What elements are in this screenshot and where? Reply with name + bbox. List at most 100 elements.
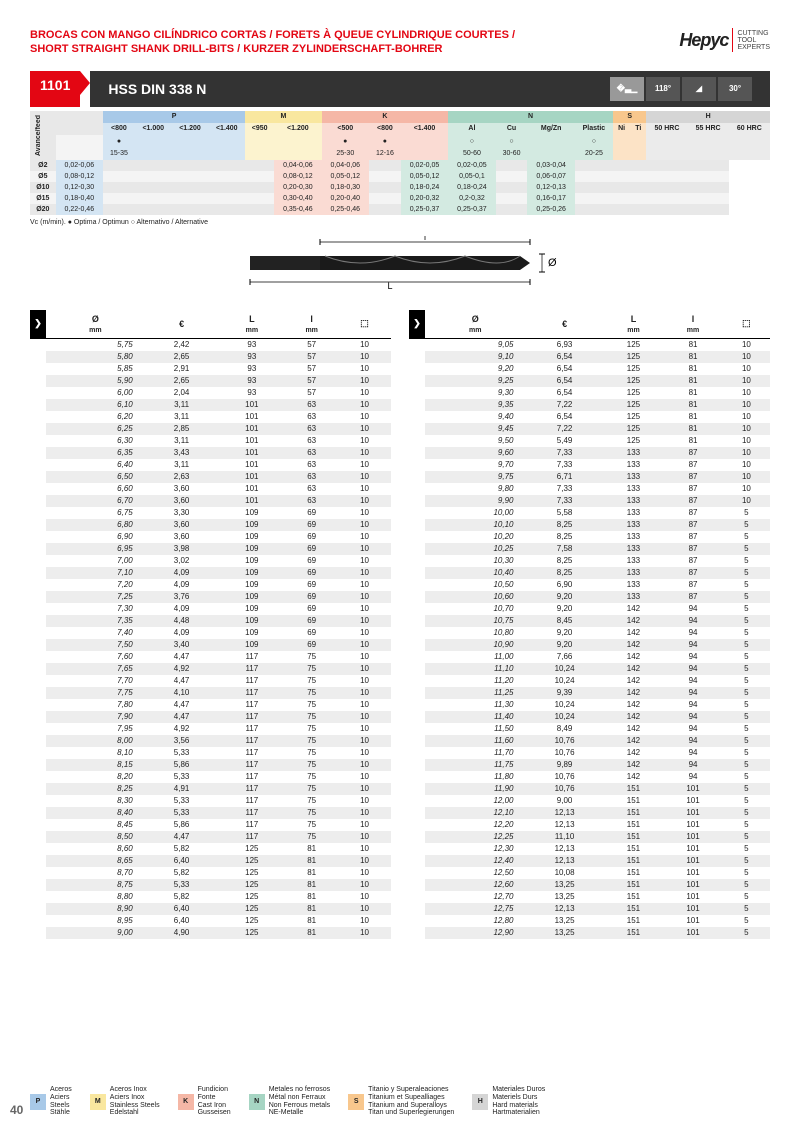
table-row: 7,104,091096910 xyxy=(30,567,391,579)
sub-col: <1.200 xyxy=(172,123,209,135)
table-row: 8,405,331177510 xyxy=(30,807,391,819)
legend-item: STitanio y Superaleaciones Titanium et S… xyxy=(348,1086,454,1117)
table-row: 9,306,541258110 xyxy=(409,387,770,399)
table-row: 7,804,471177510 xyxy=(30,699,391,711)
table-row: 9,357,221258110 xyxy=(409,399,770,411)
page-number: 40 xyxy=(10,1103,23,1117)
sub-col: Mg/Zn xyxy=(527,123,574,135)
table-row: 8,455,861177510 xyxy=(30,819,391,831)
table-row: 8,705,821258110 xyxy=(30,867,391,879)
legend-square: K xyxy=(178,1094,194,1110)
mat-P: P xyxy=(103,111,245,123)
table-row: 8,305,331177510 xyxy=(30,795,391,807)
sub-col: <800 xyxy=(369,123,401,135)
drill-diagram: l Ø L xyxy=(30,236,770,292)
legend-text: Materiales Duros Materiels Durs Hard mat… xyxy=(492,1086,545,1117)
table-row: 10,208,25133875 xyxy=(409,531,770,543)
table-row: 11,259,39142945 xyxy=(409,687,770,699)
logo-tagline: CUTTING TOOL EXPERTS xyxy=(737,30,770,51)
table-row: 7,654,921177510 xyxy=(30,663,391,675)
col-pack: ⬚ xyxy=(723,310,770,339)
table-row: 12,4012,131511015 xyxy=(409,855,770,867)
title-line-1: BROCAS CON MANGO CILÍNDRICO CORTAS / FOR… xyxy=(30,28,515,42)
table-row: 6,903,601096910 xyxy=(30,531,391,543)
table-row: 9,206,541258110 xyxy=(409,363,770,375)
table-row: 10,758,45142945 xyxy=(409,615,770,627)
table-row: 11,9010,761511015 xyxy=(409,783,770,795)
table-row: 8,003,561177510 xyxy=(30,735,391,747)
table-row: 10,257,58133875 xyxy=(409,543,770,555)
sub-col: Ni xyxy=(613,123,630,135)
legend-text: Metales no ferrosos Métal non Ferraux No… xyxy=(269,1086,330,1117)
table-header-row: ❯ Ømm € Lmm lmm ⬚ xyxy=(30,310,391,339)
page-header: BROCAS CON MANGO CILÍNDRICO CORTAS / FOR… xyxy=(30,28,770,57)
table-row: 9,607,331338710 xyxy=(409,447,770,459)
sub-col: 60 HRC xyxy=(729,123,770,135)
feed-row: Ø150,18-0,400,30-0,400,20-0,400,20-0,320… xyxy=(30,193,770,204)
table-row: 9,807,331338710 xyxy=(409,483,770,495)
feed-row: Ø20,02-0,060,04-0,060,04-0,060,02-0,050,… xyxy=(30,160,770,171)
legend-square: P xyxy=(30,1094,46,1110)
table-row: 7,704,471177510 xyxy=(30,675,391,687)
sub-col: <500 xyxy=(322,123,369,135)
table-row: 7,304,091096910 xyxy=(30,603,391,615)
table-row: 10,408,25133875 xyxy=(409,567,770,579)
col-l: lmm xyxy=(663,310,723,339)
svg-text:Ø: Ø xyxy=(548,257,557,269)
table-row: 6,753,301096910 xyxy=(30,507,391,519)
vc-value-row: 15-3525-3012-1650-6030-6020-25 xyxy=(30,147,770,159)
col-diameter: Ømm xyxy=(46,310,145,339)
table-row: 12,009,001511015 xyxy=(409,795,770,807)
table-row: 7,604,471177510 xyxy=(30,651,391,663)
table-row: 12,5010,081511015 xyxy=(409,867,770,879)
legend-text: Titanio y Superaleaciones Titanium et Su… xyxy=(368,1086,454,1117)
col-L: Lmm xyxy=(604,310,664,339)
product-title-bar: 1101 HSS DIN 338 N �▃▁ 118° ◢ 30° xyxy=(30,71,770,107)
arrow-icon: ❯ xyxy=(30,310,46,339)
table-row: 11,7010,76142945 xyxy=(409,747,770,759)
sub-col: 55 HRC xyxy=(688,123,729,135)
feed-row: Ø50,08-0,120,08-0,120,05-0,120,05-0,120,… xyxy=(30,171,770,182)
table-row: 11,508,49142945 xyxy=(409,723,770,735)
table-row: 11,3010,24142945 xyxy=(409,699,770,711)
table-row: 8,504,471177510 xyxy=(30,831,391,843)
table-row: 10,609,20133875 xyxy=(409,591,770,603)
sub-col: Al xyxy=(448,123,495,135)
legend-item: NMetales no ferrosos Métal non Ferraux N… xyxy=(249,1086,330,1117)
product-name: HSS DIN 338 N xyxy=(108,81,206,97)
legend-square: N xyxy=(249,1094,265,1110)
table-row: 5,752,42935710 xyxy=(30,338,391,351)
col-price: € xyxy=(145,310,219,339)
arrow-icon: ❯ xyxy=(409,310,425,339)
table-row: 8,755,331258110 xyxy=(30,879,391,891)
legend-item: PAceros Aciers Steels Stähle xyxy=(30,1086,72,1117)
table-row: 6,353,431016310 xyxy=(30,447,391,459)
table-row: 10,909,20142945 xyxy=(409,639,770,651)
table-row: 8,155,861177510 xyxy=(30,759,391,771)
table-row: 9,406,541258110 xyxy=(409,411,770,423)
table-row: 11,759,89142945 xyxy=(409,759,770,771)
catalog-page: BROCAS CON MANGO CILÍNDRICO CORTAS / FOR… xyxy=(0,0,800,1131)
table-row: 9,056,931258110 xyxy=(409,338,770,351)
table-row: 9,457,221258110 xyxy=(409,423,770,435)
col-price: € xyxy=(526,310,604,339)
table-row: 7,354,481096910 xyxy=(30,615,391,627)
table-row: 12,2012,131511015 xyxy=(409,819,770,831)
sub-col: 50 HRC xyxy=(646,123,687,135)
table-row: 10,809,20142945 xyxy=(409,627,770,639)
table-row: 11,4010,24142945 xyxy=(409,711,770,723)
table-row: 7,503,401096910 xyxy=(30,639,391,651)
legend-text: Aceros Aciers Steels Stähle xyxy=(50,1086,72,1117)
table-row: 8,205,331177510 xyxy=(30,771,391,783)
table-row: 12,6013,251511015 xyxy=(409,879,770,891)
table-row: 10,108,25133875 xyxy=(409,519,770,531)
table-header-row: ❯ Ømm € Lmm lmm ⬚ xyxy=(409,310,770,339)
table-row: 11,8010,76142945 xyxy=(409,771,770,783)
table-row: 12,8013,251511015 xyxy=(409,915,770,927)
legend-text: Fundicion Fonte Cast Iron Gusseisen xyxy=(198,1086,231,1117)
col-L: Lmm xyxy=(218,310,285,339)
table-row: 9,256,541258110 xyxy=(409,375,770,387)
col-diameter: Ømm xyxy=(425,310,526,339)
sub-col: <800 xyxy=(103,123,135,135)
logo-text: Hepyc xyxy=(679,30,728,51)
